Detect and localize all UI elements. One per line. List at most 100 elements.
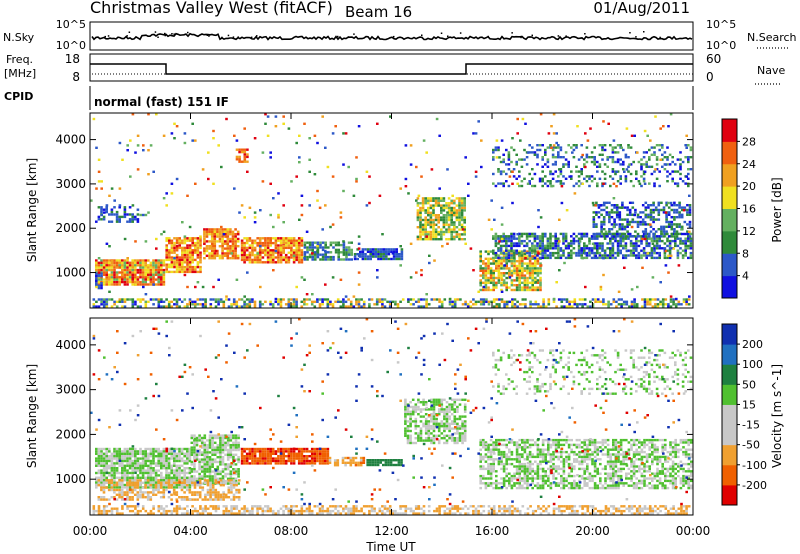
data-cell [368, 303, 371, 306]
data-cell [157, 457, 160, 460]
data-cell [300, 253, 304, 257]
data-cell [134, 215, 137, 219]
data-cell [451, 305, 454, 308]
data-cell [510, 288, 514, 292]
data-cell [188, 300, 192, 303]
data-cell [364, 257, 367, 261]
data-cell [324, 246, 327, 249]
data-cell [654, 206, 658, 209]
data-cell [611, 232, 615, 236]
data-cell [585, 175, 589, 178]
data-cell [196, 261, 200, 264]
data-cell [303, 257, 306, 260]
data-cell [453, 300, 457, 303]
data-cell [421, 230, 425, 234]
data-cell [264, 462, 267, 465]
data-cell [374, 253, 378, 256]
data-cell [113, 464, 116, 467]
data-cell [547, 132, 551, 135]
data-cell [178, 459, 181, 463]
data-cell [570, 177, 573, 180]
data-cell [175, 457, 179, 460]
data-cell [523, 276, 527, 280]
data-cell [240, 241, 244, 245]
data-cell [295, 305, 298, 308]
data-cell [666, 244, 669, 248]
data-cell [206, 448, 209, 452]
data-cell [642, 180, 646, 183]
data-cell [216, 228, 219, 231]
data-cell [152, 276, 155, 279]
data-cell [622, 254, 625, 257]
data-cell [213, 240, 217, 243]
data-cell [297, 251, 301, 254]
data-cell [97, 274, 101, 278]
data-cell [305, 447, 309, 451]
data-cell [160, 298, 163, 301]
data-cell [502, 170, 505, 173]
data-cell [165, 237, 168, 240]
data-cell [432, 197, 435, 200]
data-cell [118, 276, 121, 279]
data-cell [534, 255, 537, 258]
data-cell [458, 202, 461, 205]
data-cell [505, 249, 508, 252]
data-cell [97, 305, 101, 308]
data-cell [593, 160, 596, 164]
data-cell [131, 303, 135, 306]
data-cell [684, 249, 687, 252]
data-cell [186, 476, 189, 479]
data-cell [656, 305, 660, 308]
data-cell [664, 298, 668, 301]
data-cell [424, 211, 427, 214]
data-cell [258, 256, 262, 259]
data-cell [149, 144, 153, 147]
data-cell [659, 281, 662, 284]
data-cell [551, 235, 555, 238]
data-cell [121, 271, 124, 274]
data-cell [134, 462, 137, 465]
data-cell [492, 249, 495, 252]
data-cell [170, 452, 173, 455]
data-cell [92, 303, 96, 306]
data-cell [123, 483, 127, 487]
data-cell [505, 180, 508, 183]
data-cell [455, 230, 459, 234]
data-cell [186, 455, 189, 458]
data-cell [518, 279, 521, 282]
data-cell [511, 300, 514, 303]
noise-search-point [565, 35, 567, 37]
data-cell [650, 256, 654, 260]
data-cell [659, 127, 662, 130]
data-cell [105, 273, 108, 276]
data-cell [170, 246, 174, 250]
data-cell [640, 165, 643, 168]
data-cell [497, 281, 501, 284]
data-cell [154, 476, 158, 479]
data-cell [295, 258, 298, 262]
data-cell [630, 303, 634, 306]
data-cell [194, 251, 197, 254]
data-cell [240, 462, 244, 465]
data-cell [284, 459, 288, 463]
data-cell [689, 247, 693, 250]
data-cell [533, 153, 537, 156]
data-cell [279, 241, 283, 245]
data-cell [253, 447, 257, 451]
data-cell [160, 266, 163, 269]
data-cell [640, 168, 643, 171]
data-cell [284, 455, 288, 458]
data-cell [651, 305, 655, 308]
data-cell [676, 237, 680, 240]
data-cell [115, 215, 119, 219]
data-cell [642, 232, 646, 236]
data-cell [167, 457, 171, 460]
data-cell [105, 467, 108, 470]
data-cell [208, 240, 211, 243]
data-cell [256, 252, 259, 255]
data-cell [175, 249, 179, 252]
data-cell [232, 434, 235, 437]
noise-left-tick-high: 10^5 [56, 18, 86, 31]
data-cell [136, 261, 140, 264]
data-cell [123, 206, 127, 209]
